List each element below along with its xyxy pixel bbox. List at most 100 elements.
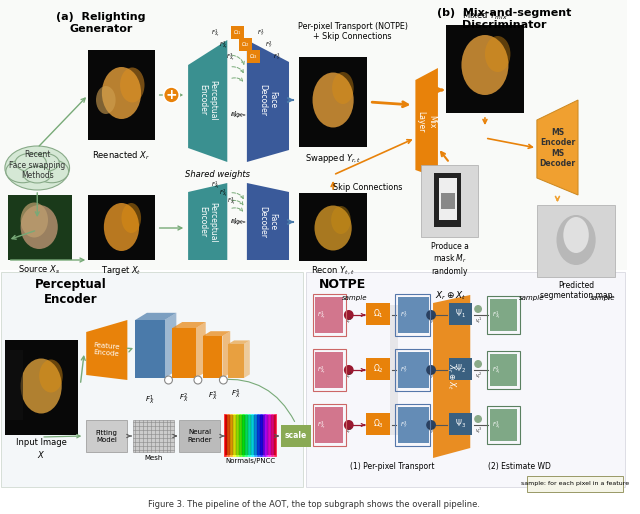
- Text: (b)  Mix-and-segment
Discriminator: (b) Mix-and-segment Discriminator: [437, 8, 572, 30]
- Text: sample: sample: [342, 295, 367, 301]
- Text: $\Psi_2$: $\Psi_2$: [455, 363, 466, 375]
- FancyBboxPatch shape: [441, 193, 454, 209]
- Ellipse shape: [28, 153, 60, 172]
- FancyBboxPatch shape: [439, 178, 456, 220]
- Circle shape: [164, 376, 172, 384]
- Text: Recon $Y_{t,t}$: Recon $Y_{t,t}$: [311, 265, 355, 277]
- Text: Skip Connections: Skip Connections: [333, 183, 403, 192]
- FancyBboxPatch shape: [316, 352, 343, 388]
- Text: $v_t^2$: $v_t^2$: [475, 370, 481, 381]
- Text: Mix
Layer: Mix Layer: [417, 112, 436, 133]
- Polygon shape: [415, 68, 438, 178]
- Text: $F_{X_t}^4$: $F_{X_t}^4$: [230, 216, 240, 228]
- Text: $\Psi_3$: $\Psi_3$: [455, 418, 466, 430]
- Circle shape: [344, 365, 354, 375]
- Text: Source $X_s$: Source $X_s$: [18, 264, 60, 277]
- Text: $F_{X_t}^1$: $F_{X_t}^1$: [492, 309, 500, 321]
- Polygon shape: [433, 295, 470, 458]
- Ellipse shape: [20, 205, 58, 249]
- Polygon shape: [188, 183, 227, 260]
- Text: Swapped $Y_{r,t}$: Swapped $Y_{r,t}$: [305, 152, 361, 165]
- Text: $v_t^1$: $v_t^1$: [475, 315, 481, 326]
- Circle shape: [220, 376, 227, 384]
- Ellipse shape: [96, 86, 116, 114]
- Polygon shape: [222, 331, 230, 378]
- Text: $F_{X_r}^4$: $F_{X_r}^4$: [230, 109, 240, 121]
- Text: Feature
Encode: Feature Encode: [93, 342, 120, 358]
- Text: $F_{X_t}^2$: $F_{X_t}^2$: [492, 364, 500, 376]
- FancyBboxPatch shape: [398, 352, 429, 388]
- Ellipse shape: [104, 203, 139, 251]
- Ellipse shape: [39, 359, 63, 393]
- Text: $F_Y^1$: $F_Y^1$: [400, 309, 408, 320]
- Text: Face
Decoder: Face Decoder: [258, 206, 277, 238]
- Text: $v_r^1$: $v_r^1$: [346, 315, 352, 326]
- Polygon shape: [172, 322, 205, 328]
- FancyBboxPatch shape: [316, 407, 343, 443]
- Text: Perceptual
Encoder: Perceptual Encoder: [198, 80, 218, 120]
- FancyBboxPatch shape: [449, 413, 472, 435]
- Text: $F_{X_r}^2$: $F_{X_r}^2$: [317, 364, 326, 376]
- Text: Neural
Render: Neural Render: [188, 430, 212, 443]
- Text: $F_X^2$: $F_X^2$: [179, 392, 189, 406]
- Ellipse shape: [102, 67, 141, 119]
- FancyBboxPatch shape: [446, 25, 524, 113]
- Polygon shape: [164, 313, 177, 378]
- Circle shape: [194, 376, 202, 384]
- Polygon shape: [247, 40, 289, 162]
- Text: $F_{X_r}^3$: $F_{X_r}^3$: [227, 51, 235, 63]
- Polygon shape: [135, 313, 177, 320]
- Text: $F_{X_t}^3$: $F_{X_t}^3$: [227, 195, 236, 207]
- FancyBboxPatch shape: [203, 336, 222, 378]
- FancyBboxPatch shape: [5, 350, 22, 420]
- Text: $v_y^3$: $v_y^3$: [428, 425, 435, 437]
- Text: Mixed $Y_{mix}$: Mixed $Y_{mix}$: [462, 9, 508, 22]
- FancyBboxPatch shape: [367, 358, 390, 380]
- FancyBboxPatch shape: [421, 165, 478, 237]
- Text: $F_Y^2$: $F_Y^2$: [264, 40, 272, 50]
- Text: $F_X^3$: $F_X^3$: [208, 390, 218, 403]
- FancyBboxPatch shape: [527, 476, 623, 492]
- Ellipse shape: [35, 160, 68, 183]
- Text: $v_r^2$: $v_r^2$: [346, 370, 352, 381]
- Ellipse shape: [312, 72, 354, 127]
- Text: Target $X_t$: Target $X_t$: [101, 264, 141, 277]
- Text: Face
Decoder: Face Decoder: [258, 84, 277, 116]
- FancyBboxPatch shape: [135, 320, 164, 378]
- Text: $\Omega_2$: $\Omega_2$: [372, 363, 383, 375]
- FancyBboxPatch shape: [228, 344, 244, 378]
- FancyBboxPatch shape: [1, 272, 303, 487]
- Ellipse shape: [461, 35, 508, 95]
- Text: Reenacted $X_r$: Reenacted $X_r$: [92, 150, 150, 162]
- Text: NOTPE: NOTPE: [319, 278, 365, 291]
- Text: MS
Encoder
MS
Decoder: MS Encoder MS Decoder: [540, 128, 575, 168]
- Text: $v_y^1$: $v_y^1$: [428, 315, 435, 327]
- Text: scale: scale: [285, 431, 307, 440]
- FancyBboxPatch shape: [179, 420, 220, 452]
- Text: $F_{X_r}^3$: $F_{X_r}^3$: [317, 419, 326, 431]
- FancyBboxPatch shape: [434, 173, 461, 227]
- Ellipse shape: [24, 166, 51, 183]
- Text: $v_t^3$: $v_t^3$: [475, 425, 481, 436]
- Text: $F_Y^1$: $F_Y^1$: [257, 28, 264, 39]
- Circle shape: [426, 420, 436, 430]
- Text: (2) Estimate WD: (2) Estimate WD: [488, 462, 550, 471]
- FancyBboxPatch shape: [390, 305, 398, 435]
- Circle shape: [344, 420, 354, 430]
- Text: $F_Y^3$: $F_Y^3$: [273, 51, 281, 62]
- Ellipse shape: [6, 160, 40, 183]
- FancyBboxPatch shape: [490, 409, 517, 441]
- Text: $\Omega_1$: $\Omega_1$: [233, 29, 241, 38]
- FancyBboxPatch shape: [398, 297, 429, 333]
- Polygon shape: [228, 340, 250, 344]
- Polygon shape: [188, 40, 227, 162]
- FancyBboxPatch shape: [449, 303, 472, 325]
- Circle shape: [426, 310, 436, 320]
- FancyBboxPatch shape: [86, 420, 127, 452]
- Polygon shape: [203, 331, 230, 336]
- Text: $F_Y^2$: $F_Y^2$: [400, 364, 408, 375]
- Text: $F_{X_r}^2$: $F_{X_r}^2$: [218, 39, 227, 51]
- Text: (a)  Relighting
Generator: (a) Relighting Generator: [56, 12, 146, 33]
- FancyBboxPatch shape: [299, 57, 367, 147]
- Ellipse shape: [485, 36, 511, 72]
